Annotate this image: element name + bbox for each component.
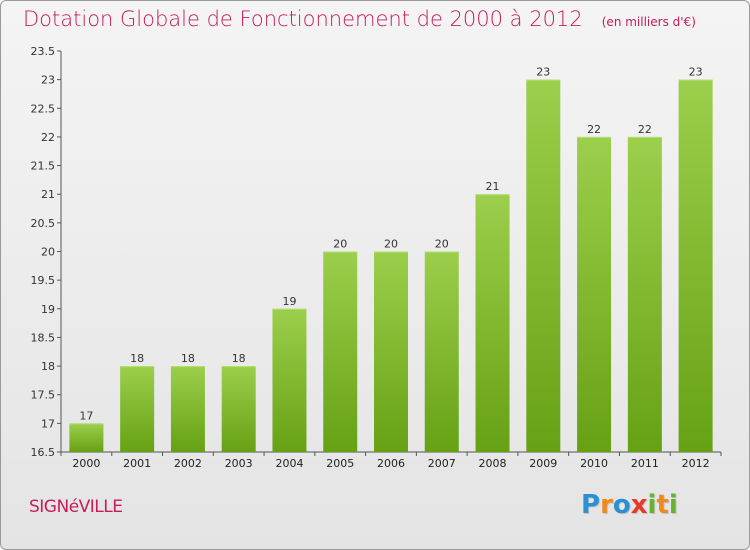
bar	[577, 136, 612, 452]
bar-value-label: 21	[486, 180, 500, 193]
bar	[627, 136, 662, 452]
logo-letter: r	[600, 490, 613, 520]
title-row: Dotation Globale de Fonctionnement de 20…	[23, 7, 696, 31]
x-tick-label: 2002	[174, 457, 202, 470]
bar	[678, 79, 713, 453]
logo-letter: t	[656, 490, 669, 520]
logo-letter: o	[612, 490, 631, 520]
x-tick-label: 2009	[529, 457, 557, 470]
bar-value-label: 20	[384, 238, 398, 251]
y-tick-label: 22.5	[31, 102, 56, 115]
y-tick-label: 20.5	[31, 217, 56, 230]
logo-letter: i	[647, 490, 657, 520]
labels: 16.5 17 17.5 18 18.5 19 19.5 20 20.5 21 21.5 22 22.5…	[31, 45, 710, 470]
bar-value-label: 18	[232, 352, 246, 365]
bar	[170, 366, 205, 452]
commune-name: SIGNéVILLE	[29, 497, 123, 517]
bars	[69, 79, 713, 453]
logo-letter: i	[668, 490, 678, 520]
bar-value-label: 20	[435, 238, 449, 251]
bar	[120, 366, 155, 452]
x-tick-label: 2004	[275, 457, 303, 470]
chart-title: Dotation Globale de Fonctionnement de 20…	[23, 7, 583, 31]
x-tick-label: 2008	[479, 457, 507, 470]
bar	[272, 308, 307, 452]
bar	[221, 366, 256, 452]
y-tick-label: 23.5	[31, 45, 56, 58]
bar	[323, 251, 358, 452]
bar	[526, 79, 561, 453]
x-tick-label: 2005	[326, 457, 354, 470]
x-tick-label: 2001	[123, 457, 151, 470]
bar-value-label: 22	[587, 123, 601, 136]
x-tick-label: 2003	[225, 457, 253, 470]
x-tick-label: 2011	[631, 457, 659, 470]
y-tick-label: 18.5	[31, 331, 56, 344]
y-tick-label: 23	[41, 74, 55, 87]
x-tick-label: 2012	[682, 457, 710, 470]
chart-unit: (en milliers d'€)	[601, 15, 696, 29]
bar-value-label: 23	[689, 66, 703, 79]
y-tick-label: 19.5	[31, 274, 56, 287]
bar	[374, 251, 408, 452]
y-tick-label: 22	[41, 131, 55, 144]
bar	[475, 194, 510, 452]
bar	[424, 251, 459, 452]
y-tick-label: 19	[41, 303, 55, 316]
bar-value-label: 17	[79, 409, 93, 422]
bar-value-label: 23	[536, 66, 550, 79]
bar-value-label: 18	[181, 352, 195, 365]
logo-letter: P	[581, 490, 601, 520]
y-tick-label: 21.5	[31, 160, 56, 173]
logo-letter: x	[630, 490, 648, 520]
bar-value-label: 19	[282, 295, 296, 308]
x-tick-label: 2006	[377, 457, 405, 470]
y-tick-label: 17	[41, 417, 55, 430]
bar-value-label: 18	[130, 352, 144, 365]
bar-value-label: 22	[638, 123, 652, 136]
proxiti-logo: Proxiti	[581, 490, 678, 520]
y-tick-label: 18	[41, 360, 55, 373]
x-tick-label: 2000	[72, 457, 100, 470]
x-tick-label: 2007	[428, 457, 456, 470]
y-tick-label: 21	[41, 188, 55, 201]
bar-value-label: 20	[333, 238, 347, 251]
y-tick-label: 20	[41, 246, 55, 259]
bar	[69, 423, 104, 452]
x-tick-label: 2010	[580, 457, 608, 470]
y-tick-label: 17.5	[31, 389, 56, 402]
y-tick-label: 16.5	[31, 446, 56, 459]
